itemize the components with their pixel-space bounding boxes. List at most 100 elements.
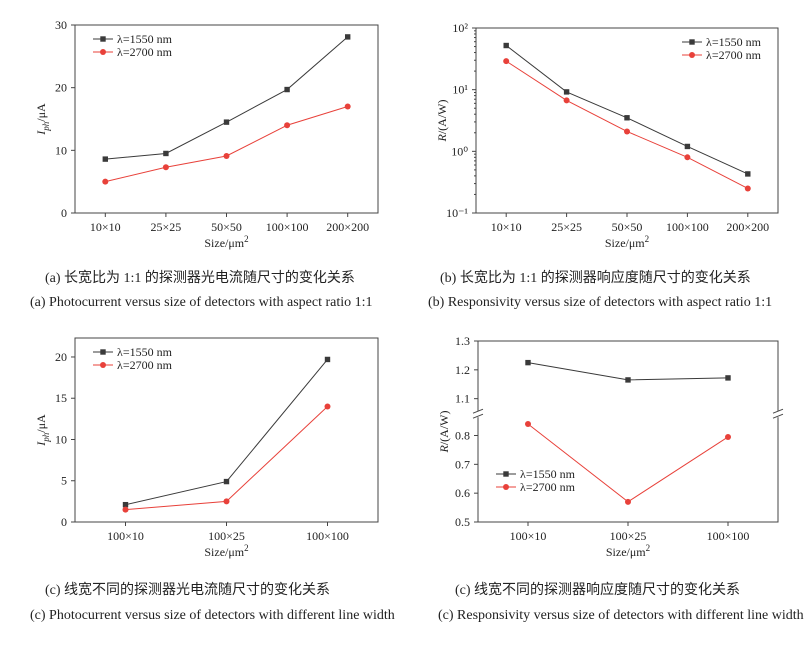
marker [624, 128, 630, 135]
marker [100, 362, 106, 368]
y-label-part: ph [41, 121, 51, 132]
marker [625, 377, 631, 383]
marker [725, 375, 731, 381]
x-tick-label: 100×100 [707, 529, 750, 543]
marker [563, 89, 570, 95]
y-label-part: /μA [34, 414, 48, 433]
axis-break-gap [774, 411, 782, 418]
marker [503, 42, 509, 49]
caption-zh: (b) 长宽比为 1:1 的探测器响应度随尺寸的变化关系 [440, 271, 751, 286]
marker [503, 484, 509, 490]
x-tick-label: 200×200 [326, 220, 369, 234]
marker [525, 420, 531, 427]
y-label-part: /(A/W) [437, 411, 451, 446]
marker [284, 86, 290, 93]
marker [100, 36, 106, 42]
x-label-part: Size/μm [605, 236, 645, 250]
series-line [125, 406, 328, 511]
x-tick-label: 100×25 [208, 529, 245, 543]
x-tick-label: 50×50 [612, 220, 643, 234]
marker [122, 506, 129, 513]
x-axis-label: Size/μm2 [204, 234, 248, 250]
marker [100, 349, 106, 355]
y-tick-label: 0.5 [455, 515, 470, 529]
y-tick-label: 10 [55, 432, 67, 446]
marker [525, 359, 531, 366]
y-tick-label: 0.8 [455, 429, 470, 443]
y-tick-label: 10¹ [452, 83, 468, 97]
y-axis-label: Iph/μA [34, 414, 51, 447]
marker [223, 498, 230, 505]
x-label-part: 2 [244, 543, 249, 553]
x-label-part: 2 [244, 234, 249, 244]
marker [563, 97, 570, 104]
x-label-part: 2 [645, 234, 650, 244]
marker [624, 115, 630, 121]
plot-frame [477, 340, 779, 523]
marker [122, 501, 129, 508]
y-tick-label: 30 [55, 18, 67, 32]
x-axis-label: Size/μm2 [204, 543, 248, 559]
marker [324, 356, 331, 363]
marker [162, 164, 169, 171]
marker [102, 178, 109, 185]
y-tick-label: 20 [55, 81, 67, 95]
caption-en: (b) Responsivity versus size of detector… [428, 295, 773, 310]
y-tick-label: 0 [61, 515, 67, 529]
x-tick-label: 100×10 [510, 529, 547, 543]
x-label-part: Size/μm [204, 236, 244, 250]
marker [345, 34, 351, 40]
y-tick-label: 20 [55, 350, 67, 364]
y-tick-label: 5 [61, 474, 67, 488]
y-label-part: R [435, 134, 449, 143]
legend-label: λ=1550 nm [117, 345, 173, 359]
x-tick-label: 50×50 [211, 220, 242, 234]
marker [344, 103, 351, 110]
caption-zh: (a) 长宽比为 1:1 的探测器光电流随尺寸的变化关系 [45, 271, 355, 286]
marker [625, 498, 631, 505]
legend-label: λ=2700 nm [706, 48, 762, 62]
marker [223, 152, 230, 159]
x-tick-label: 10×10 [90, 220, 121, 234]
x-label-part: Size/μm [606, 545, 646, 559]
marker [284, 122, 291, 129]
x-tick-label: 200×200 [726, 220, 769, 234]
y-label-part: /μA [34, 103, 48, 122]
y-tick-label: 1.2 [455, 363, 470, 377]
marker [503, 471, 509, 477]
caption-en: (c) Photocurrent versus size of detector… [30, 608, 395, 623]
x-tick-label: 100×100 [306, 529, 349, 543]
x-tick-label: 100×25 [610, 529, 647, 543]
marker [744, 185, 751, 192]
marker [324, 403, 331, 410]
axis-break-mark [772, 408, 784, 419]
x-tick-label: 100×10 [107, 529, 144, 543]
marker [163, 150, 169, 157]
marker [503, 58, 510, 65]
series-line [105, 105, 348, 183]
y-tick-label: 10² [452, 21, 468, 35]
x-tick-label: 10×10 [491, 220, 522, 234]
marker [725, 433, 731, 440]
marker [689, 52, 695, 58]
legend-label: λ=2700 nm [117, 45, 173, 59]
y-axis-label: R/(A/W) [437, 411, 451, 454]
y-tick-label: 0 [61, 206, 67, 220]
y-label-part: ph [41, 432, 51, 443]
y-label-part: R [437, 445, 451, 454]
y-tick-label: 1.3 [455, 334, 470, 348]
marker [684, 154, 691, 161]
y-label-part: I [34, 441, 48, 447]
x-label-part: Size/μm [204, 545, 244, 559]
marker [223, 478, 230, 485]
y-tick-label: 15 [55, 391, 67, 405]
caption-en: (a) Photocurrent versus size of detector… [30, 295, 373, 310]
x-tick-label: 25×25 [551, 220, 582, 234]
marker [102, 156, 108, 162]
y-tick-label: 10⁻¹ [446, 206, 468, 220]
axis-break-mark [472, 408, 484, 419]
marker [745, 171, 751, 177]
x-tick-label: 25×25 [151, 220, 182, 234]
legend-label: λ=1550 nm [706, 35, 762, 49]
